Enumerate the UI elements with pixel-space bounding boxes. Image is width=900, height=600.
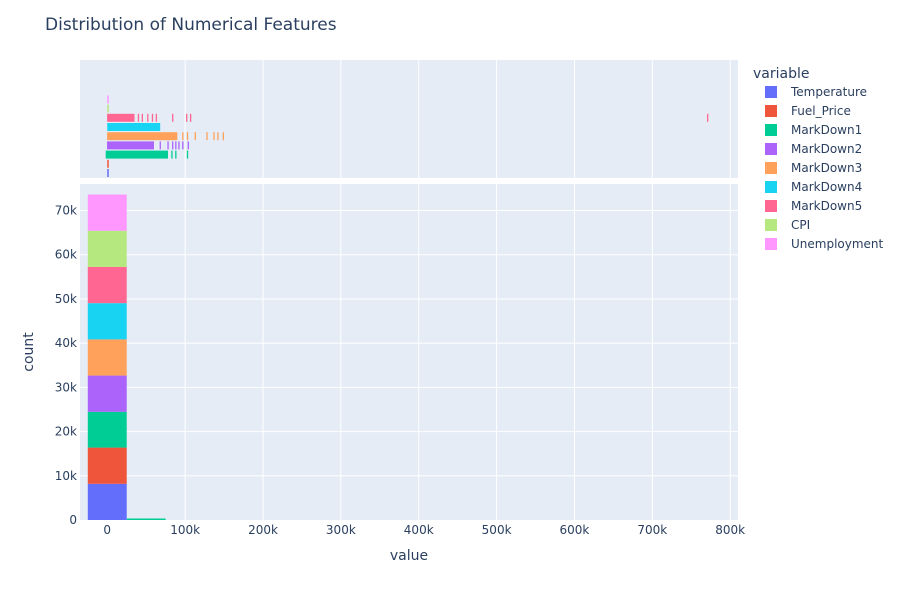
- legend-label: Unemployment: [791, 237, 884, 251]
- rug-mark-temperature: [107, 169, 109, 177]
- rug-mark-markdown1: [171, 150, 173, 159]
- rug-mark-markdown2: [187, 141, 189, 150]
- rug-plot-background: [80, 60, 738, 178]
- rug-mark-markdown3: [186, 132, 189, 141]
- bar-markdown3: [87, 339, 127, 376]
- rug-mark-markdown1: [105, 150, 168, 159]
- rug-mark-markdown2: [172, 141, 174, 150]
- rug-mark-cpi: [107, 104, 109, 113]
- rug-mark-markdown2: [107, 141, 154, 150]
- legend-label: MarkDown1: [791, 123, 862, 137]
- bar-fuel-price: [87, 447, 127, 484]
- rug-mark-markdown4: [107, 123, 161, 131]
- x-tick-label: 400k: [404, 523, 434, 537]
- legend-swatch: [765, 219, 777, 231]
- legend-label: Fuel_Price: [791, 104, 851, 118]
- x-tick-label: 600k: [560, 523, 590, 537]
- x-tick-label: 500k: [482, 523, 512, 537]
- y-tick-label: 40k: [55, 336, 77, 350]
- rug-mark-markdown5: [707, 113, 709, 122]
- rug-mark-markdown3: [217, 132, 219, 141]
- rug-mark-markdown3: [107, 132, 178, 141]
- legend-swatch: [765, 143, 777, 155]
- histogram-plot-background: [80, 184, 738, 520]
- rug-mark-markdown3: [182, 132, 184, 141]
- rug-mark-markdown5: [186, 113, 188, 122]
- y-tick-label: 20k: [55, 425, 77, 439]
- rug-mark-markdown5: [155, 113, 158, 122]
- legend-swatch: [765, 105, 777, 117]
- legend-label: MarkDown4: [791, 180, 862, 194]
- rug-mark-markdown5: [147, 113, 149, 122]
- legend-swatch: [765, 200, 777, 212]
- y-tick-label: 50k: [55, 292, 77, 306]
- bar-markdown5: [87, 266, 127, 304]
- rug-mark-markdown5: [137, 113, 140, 122]
- y-tick-label: 30k: [55, 380, 77, 394]
- rug-mark-markdown5: [141, 113, 143, 122]
- bar-markdown1: [87, 411, 127, 448]
- rug-mark-markdown5: [172, 113, 174, 122]
- x-axis-title: value: [390, 548, 428, 564]
- x-tick-label: 700k: [637, 523, 667, 537]
- rug-mark-markdown5: [151, 113, 154, 122]
- rug-mark-fuel-price: [107, 159, 109, 168]
- x-tick-label: 300k: [326, 523, 356, 537]
- legend-label: MarkDown5: [791, 199, 862, 213]
- rug-mark-markdown2: [167, 141, 169, 150]
- bar-unemployment: [87, 194, 127, 231]
- legend-swatch: [765, 238, 777, 250]
- rug-mark-markdown3: [194, 132, 196, 141]
- rug-mark-markdown1: [175, 150, 177, 159]
- x-tick-label: 800k: [715, 523, 745, 537]
- rug-mark-markdown3: [222, 132, 224, 141]
- legend-label: CPI: [791, 218, 810, 232]
- bar-temperature: [87, 483, 127, 520]
- x-tick-label: 0: [103, 523, 111, 537]
- bar-cpi: [87, 230, 127, 267]
- legend-title: variable: [753, 66, 809, 82]
- legend: variable Temperature Fuel_Price MarkDown1 M…: [753, 66, 884, 251]
- y-tick-label: 0: [69, 513, 77, 527]
- legend-swatch: [765, 162, 777, 174]
- rug-mark-markdown3: [206, 132, 208, 141]
- rug-mark-markdown2: [175, 141, 177, 150]
- y-tick-label: 70k: [55, 204, 77, 218]
- y-tick-label: 60k: [55, 248, 77, 262]
- rug-mark-markdown5: [107, 113, 135, 122]
- y-axis-title: count: [21, 332, 37, 372]
- legend-swatch: [765, 124, 777, 136]
- rug-mark-markdown2: [182, 141, 184, 150]
- chart-title: Distribution of Numerical Features: [45, 15, 337, 35]
- legend-label: MarkDown3: [791, 161, 862, 175]
- y-tick-label: 10k: [55, 469, 77, 483]
- legend-label: MarkDown2: [791, 142, 862, 156]
- rug-mark-markdown2: [178, 141, 180, 150]
- rug-mark-markdown2: [159, 141, 161, 150]
- rug-mark-markdown5: [189, 113, 192, 122]
- rug-mark-markdown3: [213, 132, 215, 141]
- bar-markdown2: [87, 375, 127, 412]
- x-tick-label: 100k: [170, 523, 200, 537]
- legend-swatch: [765, 181, 777, 193]
- rug-mark-markdown1: [186, 150, 189, 159]
- bar-markdown1: [126, 518, 166, 520]
- x-tick-label: 200k: [248, 523, 278, 537]
- bar-markdown4: [87, 303, 127, 340]
- legend-label: Temperature: [790, 85, 867, 99]
- rug-mark-unemployment: [107, 95, 109, 104]
- legend-swatch: [765, 86, 777, 98]
